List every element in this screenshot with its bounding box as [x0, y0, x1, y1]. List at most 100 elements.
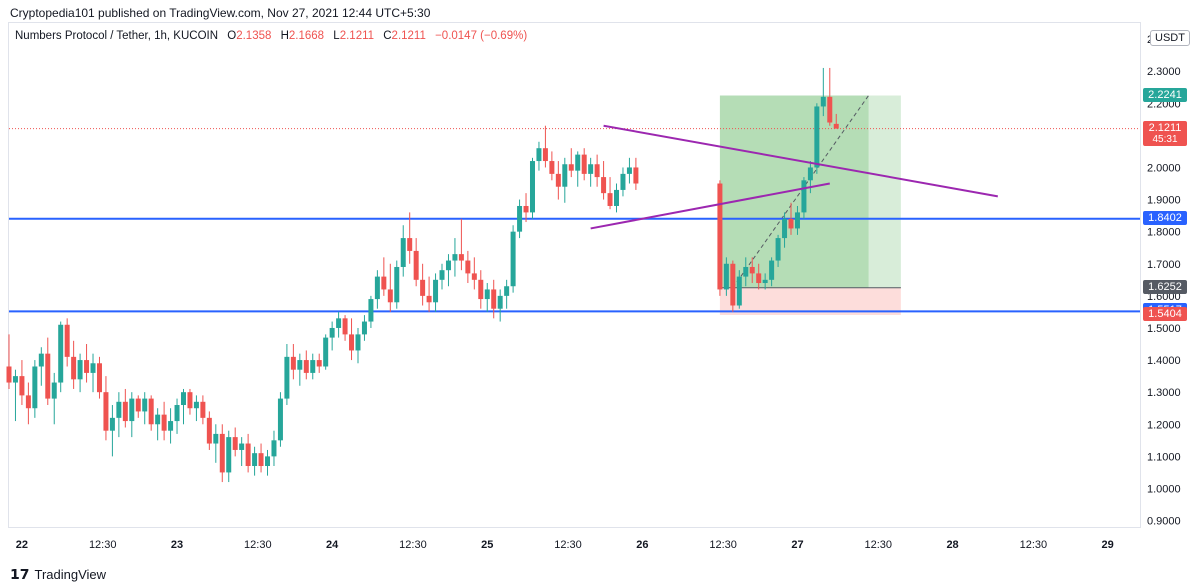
candle-body	[25, 395, 31, 409]
candle-body	[355, 334, 361, 351]
candle-body	[471, 273, 477, 280]
close-label: C	[383, 30, 392, 42]
candle-body	[536, 148, 542, 162]
candle-body	[174, 405, 180, 422]
candle-body	[756, 273, 762, 284]
candle-body	[84, 360, 90, 373]
candle-body	[517, 205, 523, 232]
candle-body	[775, 238, 781, 261]
price-tag-countdown: 45:31	[1152, 133, 1178, 145]
high-label: H	[280, 30, 289, 42]
candle-body	[614, 189, 620, 206]
candle-body	[426, 295, 432, 303]
price-axis-tick: 1.5000	[1147, 323, 1181, 335]
price-tag-value: 2.2241	[1148, 88, 1182, 101]
candle-body	[607, 193, 613, 206]
candle-body	[594, 164, 600, 178]
price-tag-value: 2.1211	[1148, 121, 1182, 134]
candle-body	[620, 173, 626, 190]
candle-body	[723, 263, 729, 290]
price-tag: 2.2241	[1143, 87, 1187, 102]
candle-body	[588, 164, 594, 174]
candle-body	[801, 180, 807, 213]
candle-body	[219, 433, 225, 473]
candle-body	[523, 205, 529, 213]
candle-body	[433, 279, 439, 303]
candle-body	[400, 238, 406, 267]
candle-body	[336, 318, 342, 328]
candle-body	[38, 353, 44, 367]
footer-brand: 𝟭𝟳 TradingView	[10, 564, 106, 584]
candle-body	[439, 270, 445, 280]
candle-body	[575, 154, 581, 171]
candle-body	[252, 453, 258, 467]
price-axis-tick: 1.4000	[1147, 355, 1181, 367]
candle-body	[736, 276, 742, 306]
time-axis-tick: 26	[636, 539, 648, 551]
candle-body	[814, 106, 820, 168]
change-value: −0.0147 (−0.69%)	[435, 30, 528, 42]
candle-body	[794, 212, 800, 229]
published-by-line: Cryptopedia101 published on TradingView.…	[10, 6, 431, 20]
tradingview-logo-icon: 𝟭𝟳	[10, 565, 30, 582]
candle-body	[168, 421, 174, 431]
candle-body	[452, 254, 458, 261]
time-axis-tick: 12:30	[399, 539, 427, 551]
candle-body	[161, 414, 167, 431]
candle-body	[769, 260, 775, 280]
candle-body	[807, 167, 813, 181]
price-tag-value: 1.5404	[1148, 307, 1182, 320]
currency-badge[interactable]: USDT	[1150, 30, 1190, 46]
candle-body	[601, 177, 607, 194]
candle-body	[32, 366, 38, 409]
open-value: 2.1358	[236, 30, 272, 42]
time-axis-tick: 29	[1102, 539, 1114, 551]
candle-body	[730, 263, 736, 306]
candle-body	[626, 167, 632, 174]
time-axis-tick: 12:30	[244, 539, 272, 551]
candle-body	[239, 443, 245, 450]
candle-body	[6, 366, 12, 383]
time-axis-tick: 23	[171, 539, 183, 551]
time-axis-tick: 25	[481, 539, 493, 551]
candle-body	[64, 324, 70, 357]
price-axis-tick: 1.8000	[1147, 227, 1181, 239]
candle-body	[19, 376, 25, 396]
candle-body	[581, 154, 587, 174]
candle-body	[109, 417, 115, 431]
candle-body	[368, 299, 374, 322]
candle-body	[193, 401, 199, 409]
candle-body	[71, 356, 77, 380]
high-value: 2.1668	[288, 30, 325, 42]
candle-body	[788, 218, 794, 229]
price-tag-value: 1.8402	[1148, 211, 1182, 224]
triangle-trendline	[590, 182, 830, 230]
time-axis-tick: 12:30	[554, 539, 582, 551]
candle-body	[277, 398, 283, 441]
price-tag-value: 1.6252	[1148, 280, 1182, 293]
position-path-line	[732, 95, 869, 289]
price-axis-tick: 1.2000	[1147, 419, 1181, 431]
candle-body	[148, 398, 154, 425]
candle-body	[232, 437, 238, 450]
chart-pane[interactable]	[8, 22, 1141, 528]
symbol-name[interactable]: Numbers Protocol / Tether, 1h, KUCOIN	[15, 30, 219, 42]
candle-body	[833, 123, 839, 129]
candle-body	[58, 324, 64, 383]
candle-body	[407, 238, 413, 251]
candle-body	[445, 260, 451, 271]
candle-body	[349, 334, 355, 351]
candle-body	[820, 96, 826, 107]
candle-body	[420, 279, 426, 296]
profit-zone-filled	[719, 95, 869, 288]
symbol-legend: Numbers Protocol / Tether, 1h, KUCOIN O2…	[15, 30, 527, 42]
candle-body	[478, 279, 484, 300]
candle-body	[342, 318, 348, 335]
time-axis-tick: 12:30	[709, 539, 737, 551]
candle-body	[303, 360, 309, 373]
candle-body	[743, 266, 749, 277]
candle-body	[329, 327, 335, 338]
candle-body	[782, 218, 788, 239]
